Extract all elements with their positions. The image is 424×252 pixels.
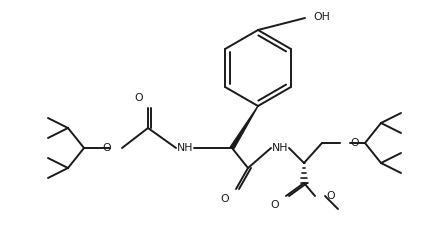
- Text: O: O: [326, 191, 335, 201]
- Text: O: O: [350, 138, 359, 148]
- Text: NH: NH: [177, 143, 193, 153]
- Text: O: O: [134, 93, 143, 103]
- Text: O: O: [220, 194, 229, 204]
- Text: OH: OH: [313, 12, 330, 22]
- Text: O: O: [102, 143, 111, 153]
- Text: O: O: [271, 200, 279, 210]
- Polygon shape: [230, 106, 258, 149]
- Text: NH: NH: [272, 143, 288, 153]
